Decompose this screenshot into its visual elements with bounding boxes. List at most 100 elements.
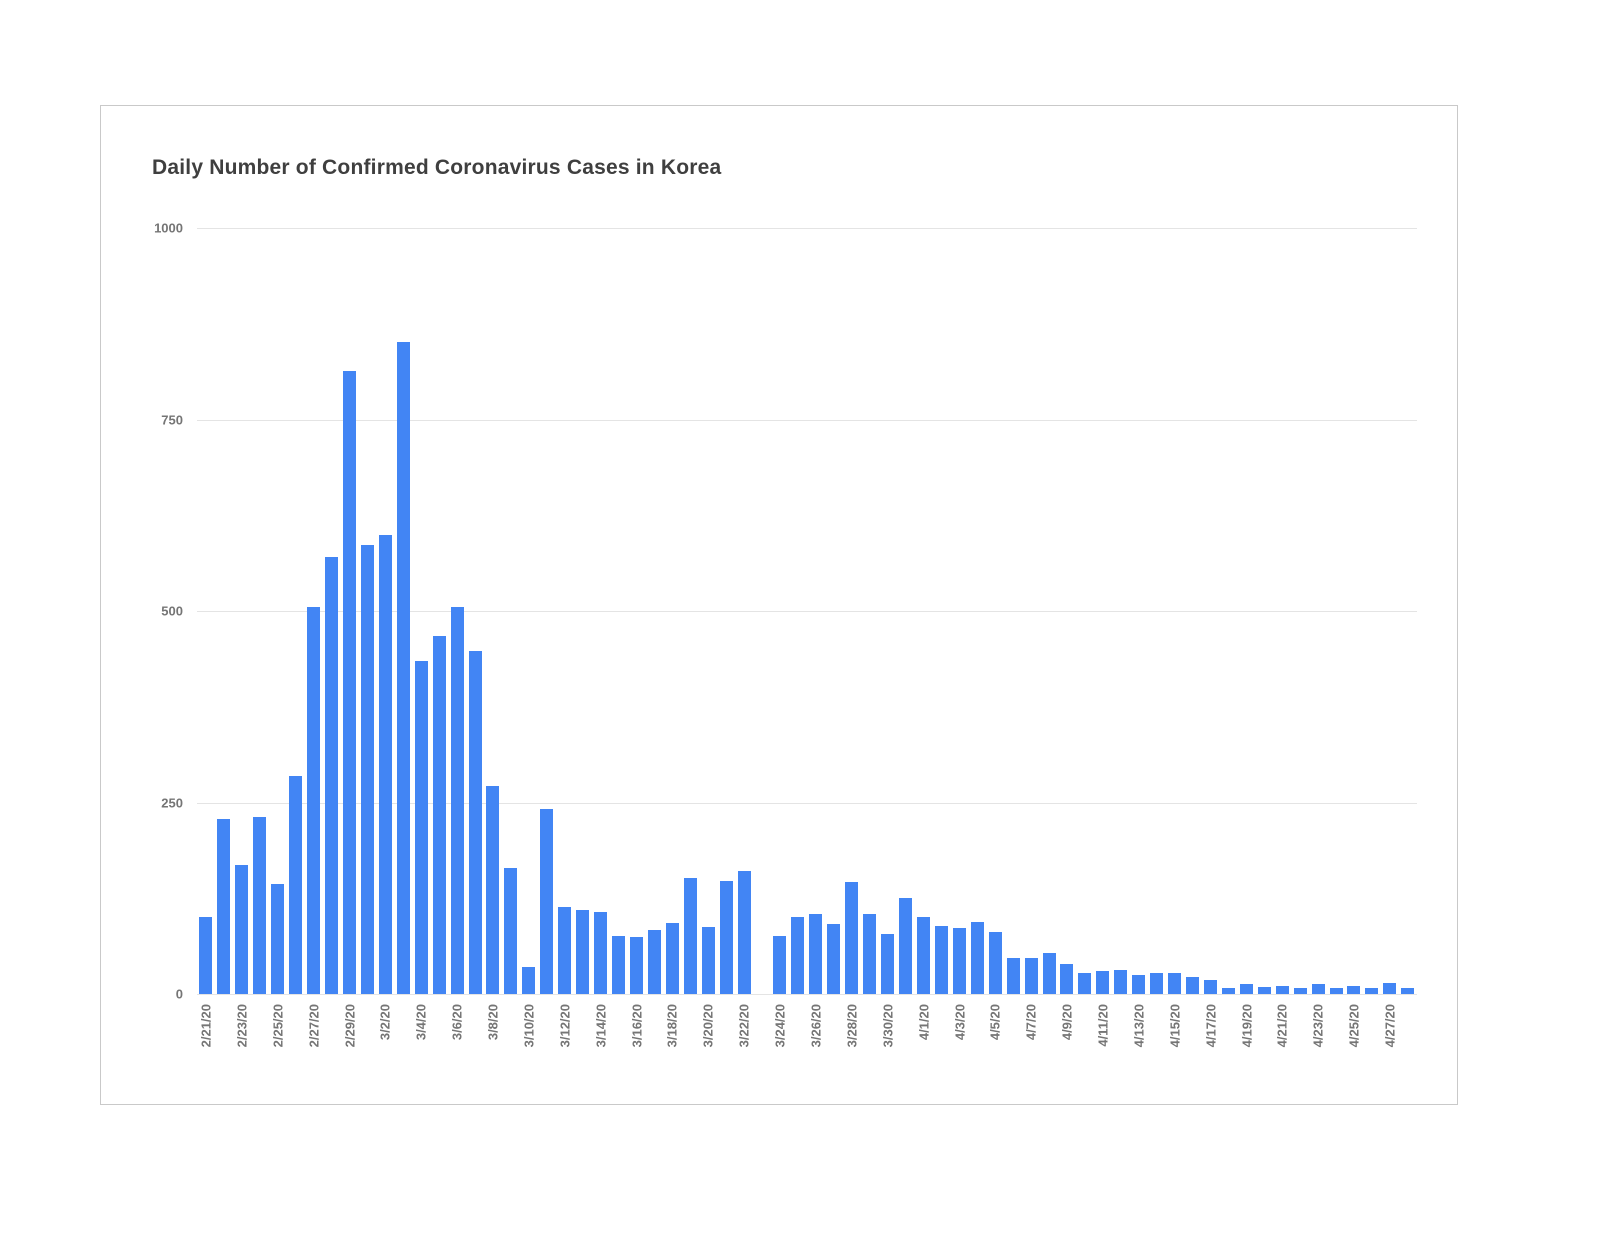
bar[interactable] — [504, 867, 518, 994]
bar-slot — [1345, 228, 1363, 994]
bar[interactable] — [899, 898, 913, 994]
bar[interactable] — [1365, 987, 1379, 994]
bar[interactable] — [809, 914, 823, 994]
bar[interactable] — [952, 928, 966, 994]
bar[interactable] — [307, 607, 321, 994]
bar[interactable] — [1114, 969, 1128, 994]
bar[interactable] — [468, 650, 482, 994]
bar[interactable] — [1024, 958, 1038, 994]
bar[interactable] — [1401, 987, 1415, 994]
bar[interactable] — [1186, 977, 1200, 994]
bar-slot — [1022, 228, 1040, 994]
bar[interactable] — [325, 556, 339, 994]
bar[interactable] — [1203, 980, 1217, 994]
bar[interactable] — [540, 808, 554, 994]
bar-slot — [1076, 228, 1094, 994]
x-tick-label: 4/5/20 — [987, 1004, 1003, 1041]
bar[interactable] — [1096, 971, 1110, 994]
bar[interactable] — [881, 934, 895, 994]
bar[interactable] — [1150, 973, 1164, 994]
bar[interactable] — [558, 906, 572, 994]
bar[interactable] — [522, 967, 536, 994]
bar[interactable] — [1329, 987, 1343, 994]
bar[interactable] — [1221, 987, 1235, 994]
bar-slot — [932, 228, 950, 994]
x-tick-label: 4/11/20 — [1095, 1004, 1111, 1047]
bar[interactable] — [342, 371, 356, 994]
bar[interactable] — [1293, 987, 1307, 994]
bar-slot — [412, 228, 430, 994]
x-tick: 3/18/20 — [665, 1004, 680, 1052]
bar[interactable] — [1006, 958, 1020, 994]
bar[interactable] — [217, 818, 231, 994]
bar-slot — [825, 228, 843, 994]
bar[interactable] — [863, 913, 877, 994]
y-tick-label: 0 — [175, 986, 183, 1002]
bar[interactable] — [791, 917, 805, 994]
x-tick-label: 3/22/20 — [736, 1004, 752, 1048]
bar[interactable] — [1257, 987, 1271, 994]
bar[interactable] — [970, 922, 984, 994]
x-tick-label: 4/21/20 — [1274, 1004, 1290, 1048]
bar[interactable] — [845, 882, 859, 994]
x-tick-label: 3/14/20 — [593, 1004, 609, 1048]
bar[interactable] — [988, 931, 1002, 994]
bar[interactable] — [1311, 984, 1325, 994]
bar[interactable] — [701, 927, 715, 994]
gridline — [197, 611, 1417, 612]
bar-slot — [1291, 228, 1309, 994]
bar[interactable] — [612, 935, 626, 994]
bar[interactable] — [271, 883, 285, 994]
x-tick-label: 3/30/20 — [880, 1004, 896, 1048]
bar[interactable] — [1275, 985, 1289, 994]
bar[interactable] — [360, 545, 374, 994]
bar[interactable] — [378, 535, 392, 994]
bar-slot — [663, 228, 681, 994]
bar-slot — [610, 228, 628, 994]
bar[interactable] — [934, 925, 948, 994]
x-tick-label: 4/25/20 — [1346, 1004, 1362, 1048]
x-tick-label: 4/1/20 — [916, 1004, 932, 1041]
bar[interactable] — [253, 817, 267, 994]
bar[interactable] — [647, 929, 661, 994]
bar[interactable] — [1347, 986, 1361, 994]
bar-slot — [592, 228, 610, 994]
bar-slot — [1130, 228, 1148, 994]
x-tick: 4/5/20 — [988, 1004, 1003, 1045]
bar[interactable] — [576, 909, 590, 994]
bar[interactable] — [1078, 973, 1092, 994]
bar[interactable] — [665, 922, 679, 994]
bar[interactable] — [199, 917, 213, 994]
bar[interactable] — [235, 864, 249, 994]
x-tick: 3/24/20 — [773, 1004, 788, 1052]
bar-slot — [538, 228, 556, 994]
bar[interactable] — [289, 776, 303, 994]
bar[interactable] — [1239, 984, 1253, 994]
bar[interactable] — [1132, 974, 1146, 994]
bar[interactable] — [827, 924, 841, 994]
bar-slot — [269, 228, 287, 994]
x-tick: 4/1/20 — [916, 1004, 931, 1045]
bar[interactable] — [629, 937, 643, 994]
bar[interactable] — [486, 785, 500, 994]
bar[interactable] — [916, 916, 930, 994]
bar[interactable] — [1060, 964, 1074, 994]
x-tick: 3/28/20 — [844, 1004, 859, 1052]
bar[interactable] — [719, 881, 733, 994]
bar-slot — [807, 228, 825, 994]
bar[interactable] — [773, 935, 787, 994]
y-tick-label: 500 — [161, 603, 183, 619]
bar[interactable] — [683, 877, 697, 994]
x-tick-label: 3/16/20 — [629, 1004, 645, 1048]
bar[interactable] — [396, 342, 410, 994]
bar[interactable] — [1168, 973, 1182, 994]
bar[interactable] — [1042, 953, 1056, 994]
bar[interactable] — [737, 870, 751, 994]
bar[interactable] — [414, 660, 428, 994]
bar[interactable] — [1383, 982, 1397, 994]
bar[interactable] — [432, 636, 446, 994]
y-axis-labels: 0 250 500 750 1000 — [154, 221, 1417, 1002]
bar[interactable] — [450, 607, 464, 994]
bar[interactable] — [594, 912, 608, 994]
bar-slot — [1058, 228, 1076, 994]
